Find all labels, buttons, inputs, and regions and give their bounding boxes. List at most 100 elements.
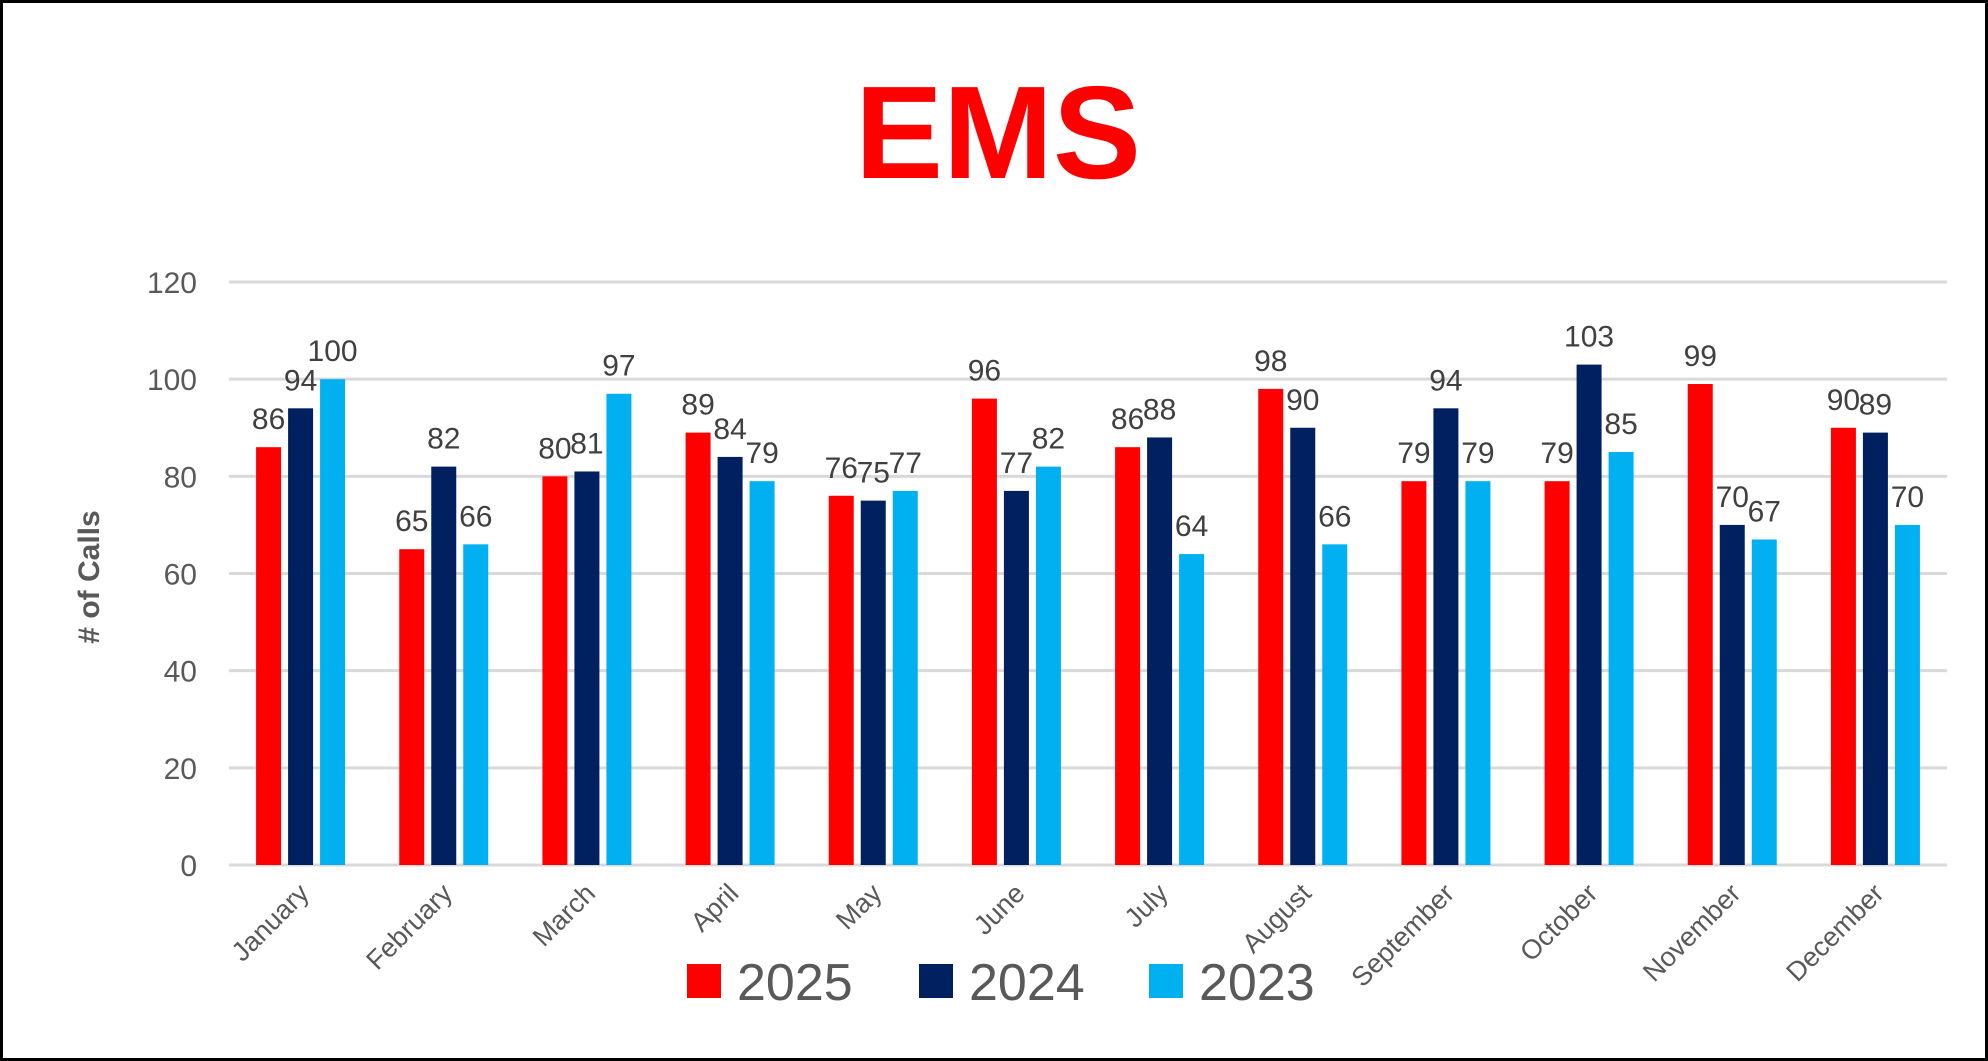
data-label: 79 bbox=[1461, 437, 1494, 470]
bar-2023-march bbox=[606, 393, 632, 865]
bar-2025-july bbox=[1115, 447, 1141, 865]
data-label: 84 bbox=[713, 413, 746, 446]
bar-2023-august bbox=[1322, 544, 1348, 865]
data-label: 79 bbox=[745, 437, 778, 470]
category-label: December bbox=[1780, 878, 1889, 987]
data-label: 81 bbox=[570, 427, 603, 460]
data-label: 94 bbox=[284, 364, 317, 397]
data-label: 103 bbox=[1564, 321, 1614, 354]
data-label: 66 bbox=[459, 500, 492, 533]
data-label: 82 bbox=[1032, 423, 1065, 456]
bar-2025-november bbox=[1687, 384, 1713, 865]
y-tick-label: 80 bbox=[164, 461, 197, 494]
legend-label: 2023 bbox=[1199, 954, 1315, 1012]
legend-label: 2024 bbox=[969, 954, 1085, 1012]
chart-title: EMS bbox=[855, 59, 1141, 206]
bars bbox=[256, 364, 1920, 865]
category-label: March bbox=[527, 878, 601, 952]
bar-2024-november bbox=[1719, 524, 1745, 865]
bar-2024-january bbox=[288, 408, 314, 865]
y-axis-label: # of Calls bbox=[73, 510, 106, 643]
data-label: 85 bbox=[1604, 408, 1637, 441]
data-label: 79 bbox=[1540, 437, 1573, 470]
data-label: 86 bbox=[1111, 403, 1144, 436]
category-label: June bbox=[968, 878, 1031, 941]
category-label: April bbox=[685, 878, 744, 937]
bar-2023-april bbox=[749, 481, 775, 865]
bar-2025-june bbox=[971, 398, 997, 865]
bar-2023-november bbox=[1751, 539, 1777, 865]
data-label: 89 bbox=[1859, 389, 1892, 422]
bar-2025-may bbox=[828, 495, 854, 865]
bar-2023-january bbox=[320, 379, 346, 865]
bar-2023-july bbox=[1179, 554, 1205, 865]
bar-2024-february bbox=[431, 466, 457, 865]
y-tick-label: 120 bbox=[147, 267, 197, 300]
bar-2025-february bbox=[399, 549, 425, 865]
data-label: 97 bbox=[602, 350, 635, 383]
y-tick-label: 40 bbox=[164, 656, 197, 689]
bar-2025-january bbox=[256, 447, 282, 865]
y-tick-label: 60 bbox=[164, 559, 197, 592]
data-label: 70 bbox=[1716, 481, 1749, 514]
data-label: 82 bbox=[427, 423, 460, 456]
data-label: 96 bbox=[968, 355, 1001, 388]
bar-2024-may bbox=[860, 500, 886, 865]
data-label: 77 bbox=[1000, 447, 1033, 480]
y-tick-labels: 0 20 40 60 80 100 120 bbox=[147, 267, 197, 883]
bar-2025-september bbox=[1401, 481, 1427, 865]
legend-swatch-2024 bbox=[919, 964, 953, 998]
category-label: February bbox=[360, 878, 458, 976]
data-label: 65 bbox=[395, 505, 428, 538]
y-tick-label: 20 bbox=[164, 753, 197, 786]
data-label: 79 bbox=[1397, 437, 1430, 470]
bar-2024-june bbox=[1003, 490, 1029, 865]
y-tick-label: 0 bbox=[180, 850, 197, 883]
category-label: July bbox=[1119, 878, 1175, 934]
bar-2025-october bbox=[1544, 481, 1570, 865]
bar-2024-december bbox=[1862, 432, 1888, 865]
category-label: September bbox=[1346, 878, 1461, 993]
data-label: 66 bbox=[1318, 500, 1351, 533]
bar-2024-march bbox=[574, 471, 600, 865]
category-label: May bbox=[830, 878, 888, 936]
bar-2025-march bbox=[542, 476, 568, 865]
category-label: January bbox=[226, 878, 315, 967]
gridlines bbox=[229, 280, 1947, 867]
y-tick-label: 100 bbox=[147, 364, 197, 397]
bar-2024-august bbox=[1290, 427, 1316, 865]
data-label: 94 bbox=[1429, 364, 1462, 397]
data-label: 75 bbox=[857, 457, 890, 490]
data-label: 76 bbox=[825, 452, 858, 485]
category-label: October bbox=[1514, 878, 1603, 967]
data-label: 99 bbox=[1684, 340, 1717, 373]
bar-2023-june bbox=[1035, 466, 1061, 865]
bar-2025-august bbox=[1258, 388, 1284, 865]
data-label: 98 bbox=[1254, 345, 1287, 378]
bar-2023-december bbox=[1894, 524, 1920, 865]
data-label: 88 bbox=[1143, 393, 1176, 426]
bar-2024-april bbox=[717, 456, 743, 865]
bar-2023-october bbox=[1608, 452, 1634, 865]
bar-2024-september bbox=[1433, 408, 1459, 865]
data-label: 86 bbox=[252, 403, 285, 436]
legend: 2025 2024 2023 bbox=[687, 954, 1315, 1012]
category-label: August bbox=[1236, 878, 1317, 959]
bar-2025-april bbox=[685, 432, 711, 865]
bar-2024-july bbox=[1147, 437, 1173, 865]
data-label: 64 bbox=[1175, 510, 1208, 543]
data-label: 67 bbox=[1748, 495, 1781, 528]
data-label: 90 bbox=[1286, 384, 1319, 417]
legend-label: 2025 bbox=[737, 954, 853, 1012]
data-label: 80 bbox=[538, 432, 571, 465]
bar-2024-october bbox=[1576, 364, 1602, 865]
bar-2023-may bbox=[892, 490, 918, 865]
bar-2023-february bbox=[463, 544, 489, 865]
legend-swatch-2025 bbox=[687, 964, 721, 998]
data-label: 89 bbox=[681, 389, 714, 422]
data-label: 100 bbox=[308, 335, 358, 368]
category-label: November bbox=[1637, 878, 1746, 987]
